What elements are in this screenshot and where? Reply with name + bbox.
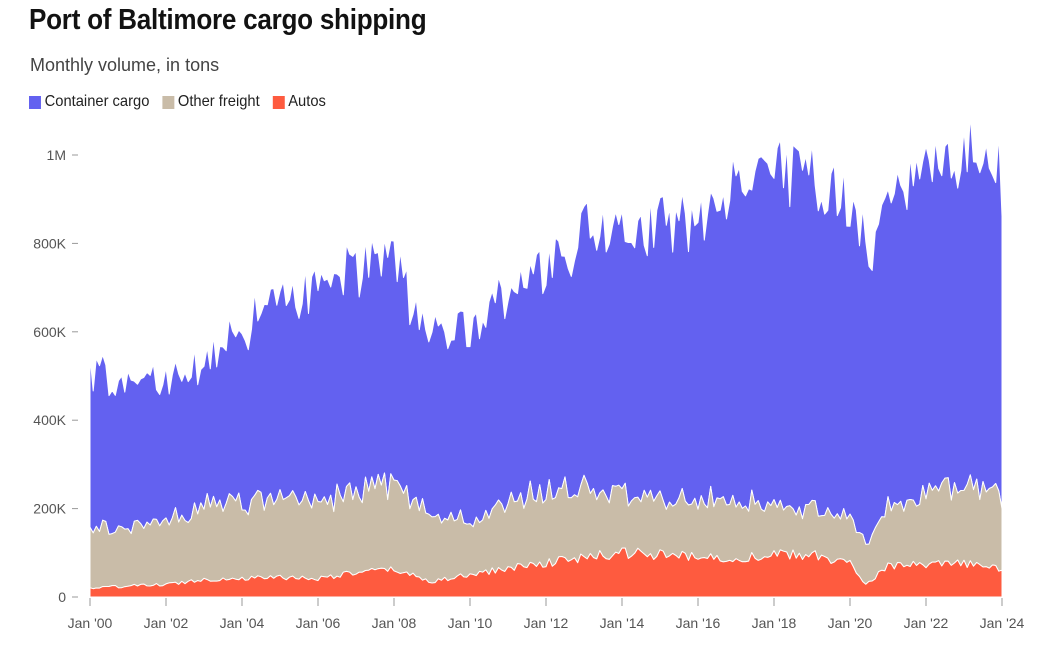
legend-label-container-cargo: Container cargo xyxy=(44,93,150,110)
y-axis: 0 200K 400K 600K 800K 1M xyxy=(33,147,78,605)
legend-item-container-cargo: Container cargo xyxy=(29,93,149,111)
x-tick-label: Jan '22 xyxy=(904,615,949,631)
legend: Container cargo Other freight Autos xyxy=(29,93,339,111)
y-tick-label: 600K xyxy=(33,324,66,340)
chart-title: Port of Baltimore cargo shipping xyxy=(29,4,427,36)
x-tick-label: Jan '00 xyxy=(68,615,113,631)
y-tick-label: 0 xyxy=(58,589,66,605)
x-tick-label: Jan '12 xyxy=(524,615,569,631)
chart-subtitle: Monthly volume, in tons xyxy=(30,55,220,75)
x-tick-label: Jan '16 xyxy=(676,615,721,631)
area-autos xyxy=(89,547,1003,598)
legend-label-other-freight: Other freight xyxy=(177,93,260,110)
legend-label-autos: Autos xyxy=(288,93,326,110)
x-tick-label: Jan '02 xyxy=(144,615,189,631)
x-tick-label: Jan '04 xyxy=(220,615,265,631)
y-tick-label: 400K xyxy=(33,412,66,428)
x-tick-label: Jan '10 xyxy=(448,615,493,631)
y-tick-label: 200K xyxy=(33,501,66,517)
x-tick-label: Jan '14 xyxy=(600,615,645,631)
x-tick-label: Jan '18 xyxy=(752,615,797,631)
legend-item-autos: Autos xyxy=(272,93,326,111)
x-tick-label: Jan '24 xyxy=(980,615,1025,631)
legend-item-other-freight: Other freight xyxy=(162,93,260,111)
x-tick-label: Jan '06 xyxy=(296,615,341,631)
y-tick-label: 800K xyxy=(33,235,66,251)
legend-swatch-container-cargo xyxy=(29,95,41,109)
legend-swatch-other-freight xyxy=(162,95,175,109)
y-tick-label: 1M xyxy=(47,147,66,163)
area-container-cargo xyxy=(89,115,1003,545)
x-tick-label: Jan '08 xyxy=(372,615,417,631)
legend-swatch-autos xyxy=(272,95,285,109)
area-layers xyxy=(89,115,1003,598)
x-axis: Jan '00 Jan '02 Jan '04 Jan '06 Jan '08 Jan '… xyxy=(68,598,1025,631)
x-tick-label: Jan '20 xyxy=(828,615,873,631)
